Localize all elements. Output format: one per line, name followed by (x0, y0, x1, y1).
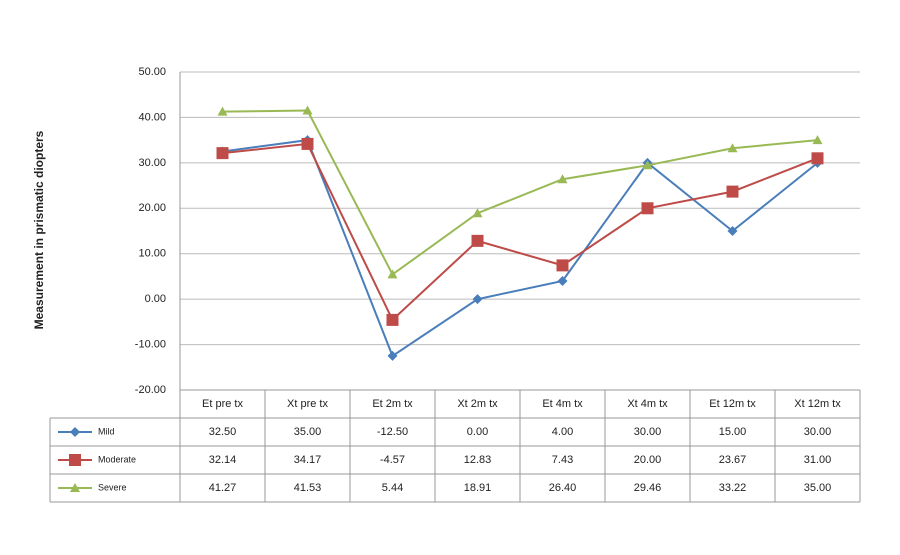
table-cell: 18.91 (464, 482, 492, 494)
marker (727, 143, 738, 153)
marker (557, 275, 568, 286)
marker (556, 259, 569, 272)
line (222, 139, 819, 358)
table-cell: 15.00 (719, 426, 747, 438)
y-tick-label: -10.00 (135, 338, 166, 350)
table-cell: 41.53 (294, 482, 322, 494)
x-tick-label: Xt 12m tx (794, 398, 841, 410)
table-cell: 7.43 (552, 454, 573, 466)
marker (812, 135, 823, 145)
table-cell: -4.57 (380, 454, 405, 466)
marker (387, 350, 398, 361)
table-cell: 35.00 (804, 482, 832, 494)
table-cell: -12.50 (377, 426, 408, 438)
marker (70, 483, 80, 492)
y-axis-title: Measurement in prismatic diopters (32, 130, 46, 329)
y-tick-label: 20.00 (138, 202, 166, 214)
y-tick-label: -20.00 (135, 384, 166, 396)
marker (557, 174, 568, 184)
table-cell: 4.00 (552, 426, 573, 438)
table-cell: 35.00 (294, 426, 322, 438)
marker (217, 106, 228, 116)
table-cell: 30.00 (804, 426, 832, 438)
legend-label: Severe (98, 482, 127, 492)
line (222, 142, 818, 322)
marker (70, 427, 80, 437)
marker (302, 105, 313, 115)
y-tick-label: 10.00 (138, 248, 166, 260)
table-cell: 29.46 (634, 482, 662, 494)
table-cell: 23.67 (719, 454, 747, 466)
x-tick-label: Et pre tx (202, 398, 243, 410)
table-cell: 26.40 (549, 482, 577, 494)
x-tick-label: Et 12m tx (709, 398, 756, 410)
x-tick-label: Et 2m tx (372, 398, 413, 410)
table-cell: 33.22 (719, 482, 747, 494)
marker (726, 185, 739, 198)
x-tick-label: Et 4m tx (542, 398, 583, 410)
table-cell: 5.44 (382, 482, 403, 494)
marker (811, 152, 824, 165)
table-cell: 0.00 (467, 426, 488, 438)
legend-label: Moderate (98, 454, 136, 464)
x-tick-label: Xt 2m tx (457, 398, 498, 410)
table-cell: 30.00 (634, 426, 662, 438)
table-cell: 32.50 (209, 426, 237, 438)
x-tick-label: Xt 4m tx (627, 398, 668, 410)
legend-label: Mild (98, 426, 115, 436)
table-cell: 34.17 (294, 454, 322, 466)
table-cell: 12.83 (464, 454, 492, 466)
y-tick-label: 30.00 (138, 157, 166, 169)
marker (387, 269, 398, 279)
marker (69, 454, 81, 466)
marker (642, 160, 653, 170)
table-cell: 41.27 (209, 482, 237, 494)
y-tick-label: 50.00 (138, 66, 166, 78)
marker (472, 294, 483, 305)
x-tick-label: Xt pre tx (287, 398, 328, 410)
marker (641, 202, 654, 215)
line (222, 109, 818, 276)
marker (472, 208, 483, 218)
marker (727, 226, 738, 236)
y-tick-label: 0.00 (145, 293, 166, 305)
table-cell: 31.00 (804, 454, 832, 466)
marker (386, 313, 399, 326)
y-tick-label: 40.00 (138, 111, 166, 123)
marker (301, 137, 314, 150)
table-cell: 32.14 (209, 454, 237, 466)
marker (216, 147, 229, 160)
marker (471, 234, 484, 247)
table-cell: 20.00 (634, 454, 662, 466)
